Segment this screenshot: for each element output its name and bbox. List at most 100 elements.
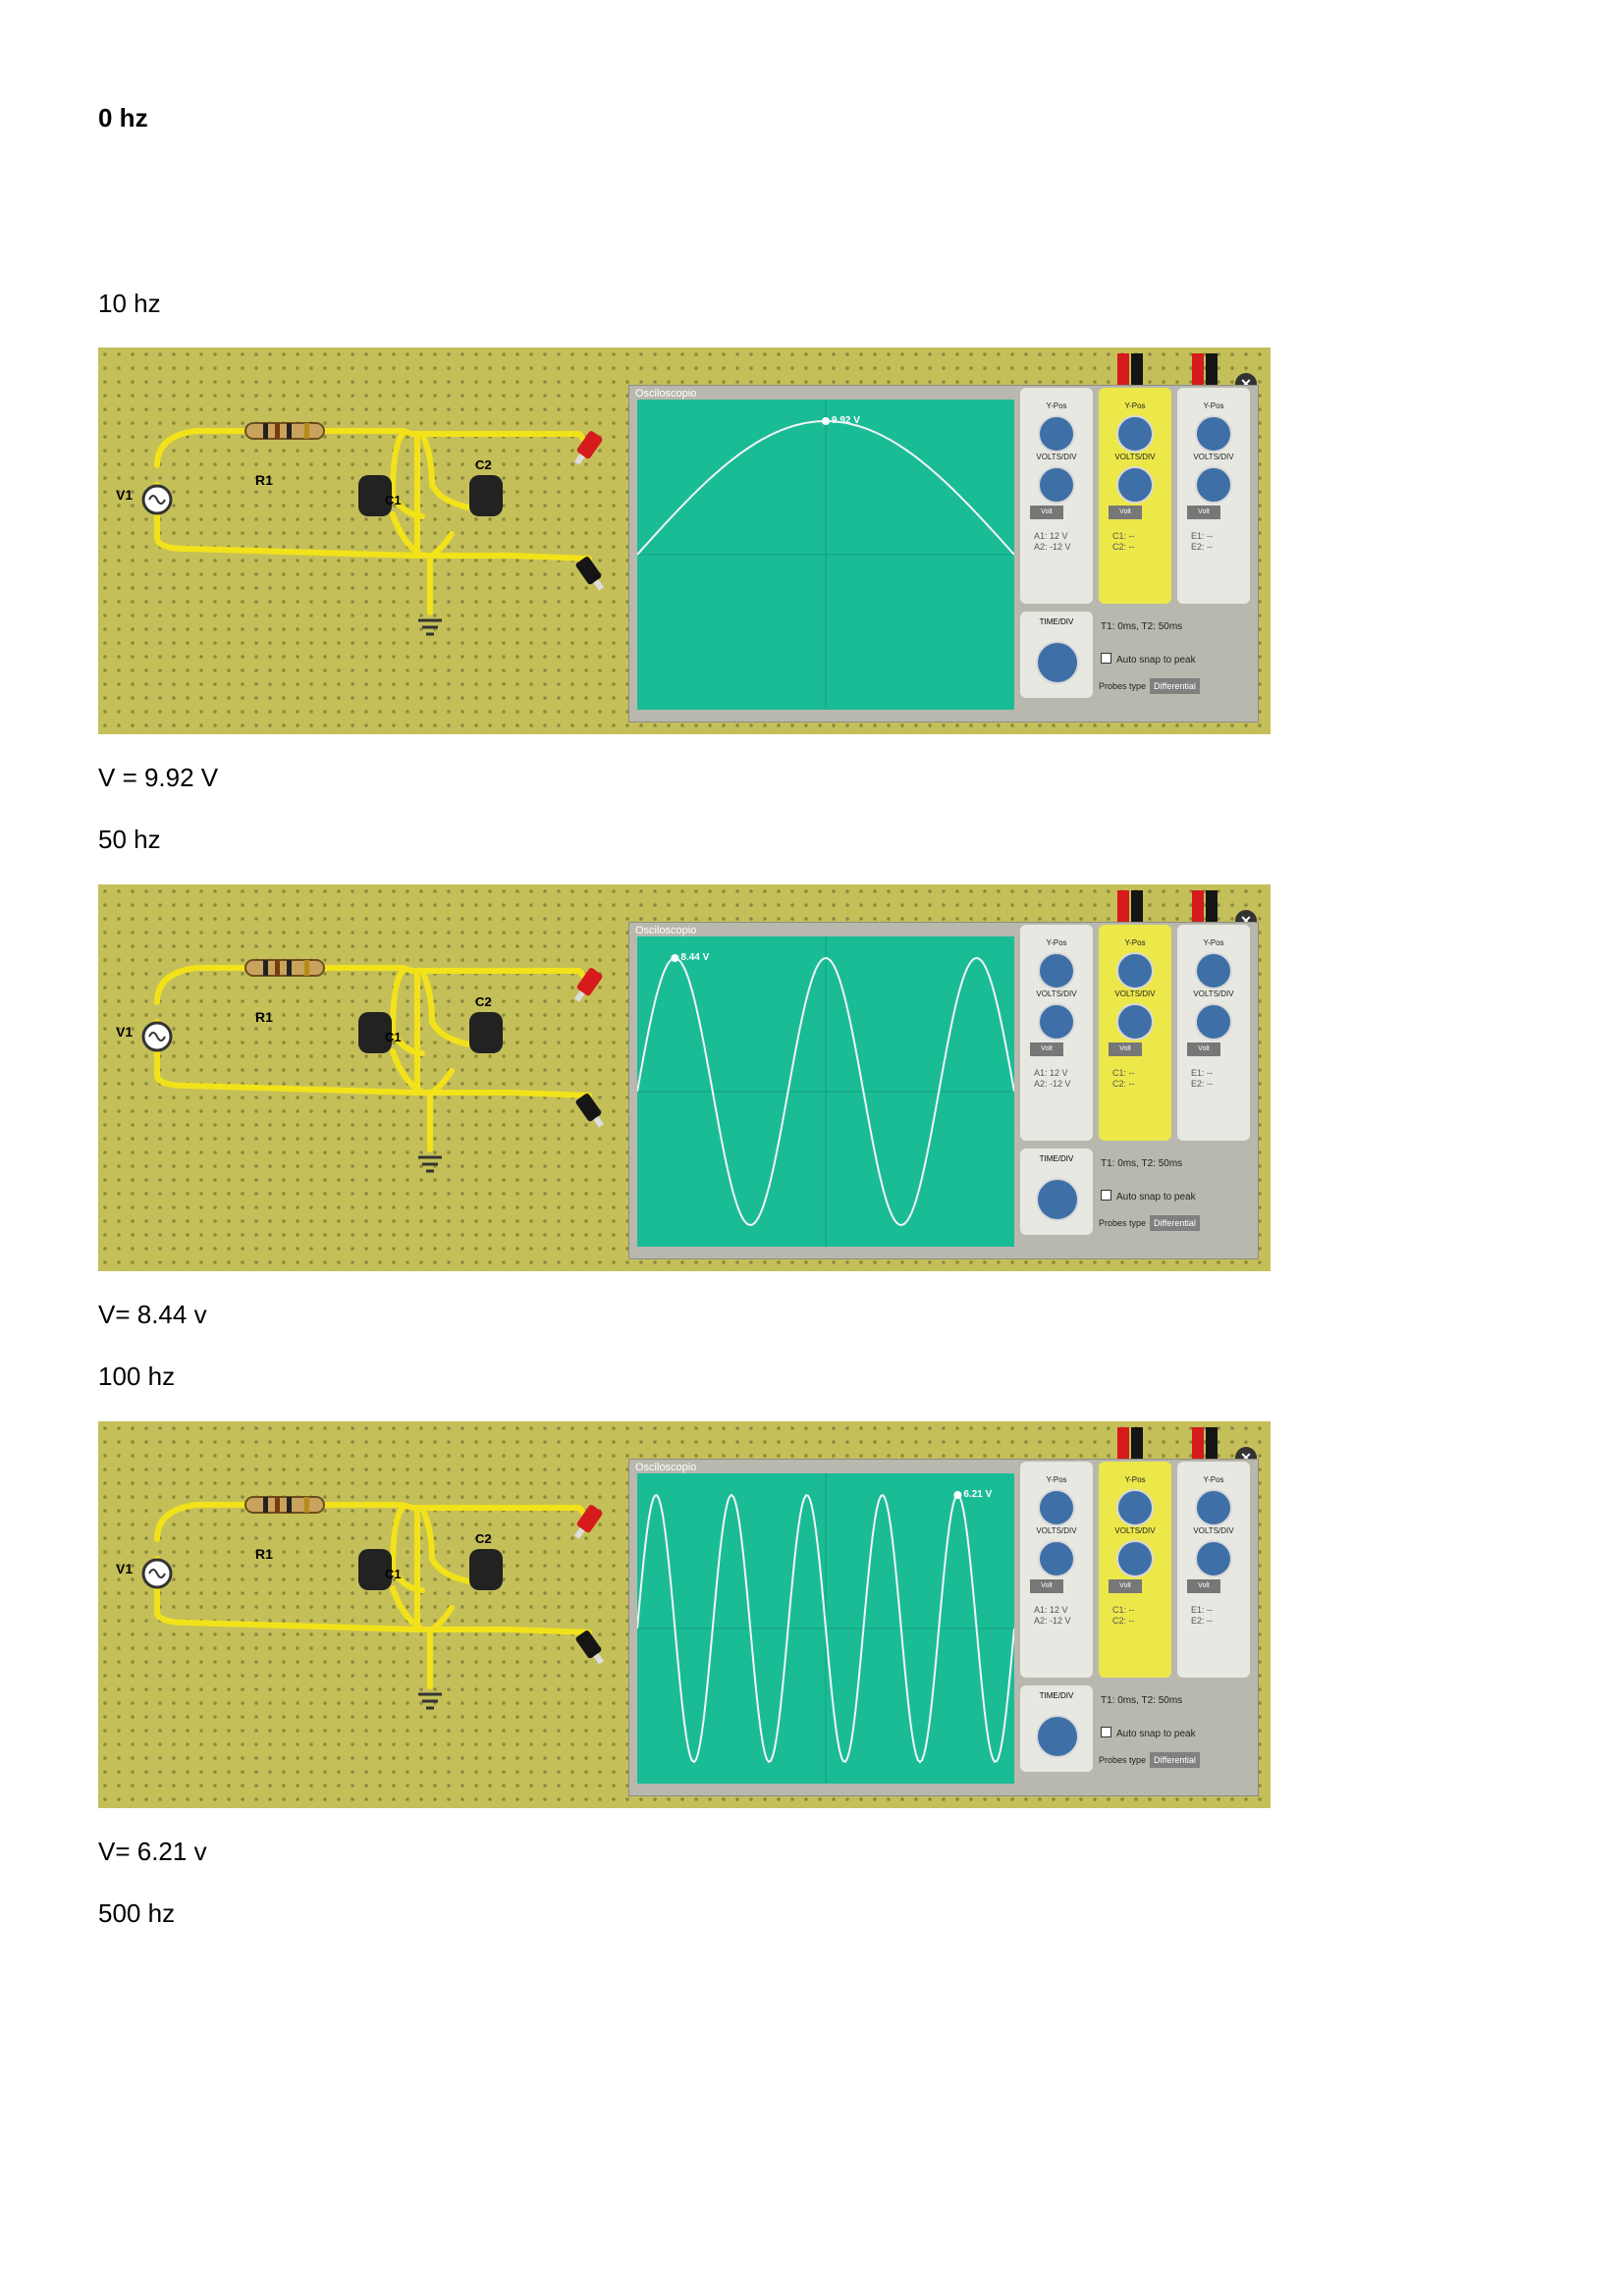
oscilloscope-title: Osciloscopio xyxy=(635,388,697,400)
volts-div-label: VOLTS/DIV xyxy=(1114,1526,1156,1535)
sine-trace xyxy=(637,956,1014,1226)
peak-label: 6.21 V xyxy=(963,1489,993,1500)
capacitor-c2-icon xyxy=(469,1549,503,1590)
capacitor-c1-icon xyxy=(358,475,392,516)
auto-snap-checkbox[interactable]: Auto snap to peak xyxy=(1101,653,1196,666)
ypos-knob[interactable] xyxy=(1116,1489,1154,1526)
svg-text:C1: C1 xyxy=(385,1030,402,1044)
ypos-knob[interactable] xyxy=(1116,415,1154,453)
probes-type[interactable]: Probes type Differential xyxy=(1099,678,1200,694)
heading-100hz: 100 hz xyxy=(98,1362,176,1391)
red-probe-icon xyxy=(573,431,603,465)
volts-div-knob[interactable] xyxy=(1195,1003,1232,1041)
ypos-knob[interactable] xyxy=(1116,952,1154,989)
unit-button[interactable]: Volt xyxy=(1109,1042,1142,1056)
cursor-times: T1: 0ms, T2: 50ms xyxy=(1101,1695,1183,1706)
ypos-knob[interactable] xyxy=(1195,1489,1232,1526)
unit-button[interactable]: Volt xyxy=(1187,506,1220,519)
ypos-label: Y-Pos xyxy=(1124,1475,1146,1484)
ypos-label: Y-Pos xyxy=(1203,938,1224,947)
waveform xyxy=(637,400,1014,710)
capacitor-c2-icon xyxy=(469,1012,503,1053)
ypos-knob[interactable] xyxy=(1038,415,1075,453)
unit-button[interactable]: Volt xyxy=(1187,1579,1220,1593)
channel-e: Y-Pos VOLTS/DIV Volt E1: -- E2: -- xyxy=(1177,1462,1250,1678)
oscilloscope-window[interactable]: Osciloscopio 9.92 V Y-Pos VOLTS/DIV Volt A1… xyxy=(628,385,1259,722)
ypos-label: Y-Pos xyxy=(1203,401,1224,410)
ypos-label: Y-Pos xyxy=(1124,938,1146,947)
svg-text:C2: C2 xyxy=(475,1531,492,1546)
channel-a: Y-Pos VOLTS/DIV Volt A1: 12 V A2: -12 V xyxy=(1020,1462,1093,1678)
waveform xyxy=(637,1473,1014,1784)
unit-button[interactable]: Volt xyxy=(1030,1579,1063,1593)
simulator-screenshot-10hz: V1 R1 C1 C2 xyxy=(98,347,1271,734)
volts-div-knob[interactable] xyxy=(1195,1540,1232,1577)
peak-marker xyxy=(671,954,679,962)
volts-div-label: VOLTS/DIV xyxy=(1114,989,1156,998)
unit-button[interactable]: Volt xyxy=(1030,506,1063,519)
peak-label: 9.92 V xyxy=(832,415,860,426)
time-div-knob[interactable] xyxy=(1036,1178,1079,1221)
probes-type[interactable]: Probes type Differential xyxy=(1099,1215,1200,1231)
volts-div-knob[interactable] xyxy=(1116,1003,1154,1041)
heading-0hz: 0 hz xyxy=(98,103,148,133)
auto-snap-checkbox[interactable]: Auto snap to peak xyxy=(1101,1727,1196,1739)
waveform xyxy=(637,936,1014,1247)
ypos-knob[interactable] xyxy=(1195,415,1232,453)
ypos-knob[interactable] xyxy=(1195,952,1232,989)
capacitor-c2-icon xyxy=(469,475,503,516)
auto-snap-checkbox[interactable]: Auto snap to peak xyxy=(1101,1190,1196,1202)
result-50hz: V= 8.44 v xyxy=(98,1300,207,1329)
ypos-label: Y-Pos xyxy=(1203,1475,1224,1484)
ypos-knob[interactable] xyxy=(1038,952,1075,989)
volts-div-label: VOLTS/DIV xyxy=(1193,989,1234,998)
volts-div-knob[interactable] xyxy=(1038,1540,1075,1577)
red-probe-icon xyxy=(573,1505,603,1539)
unit-button[interactable]: Volt xyxy=(1109,1579,1142,1593)
volts-div-knob[interactable] xyxy=(1116,1540,1154,1577)
oscilloscope-screen: 6.21 V xyxy=(637,1473,1014,1784)
black-probe-icon xyxy=(575,557,605,591)
oscilloscope-title: Osciloscopio xyxy=(635,1462,697,1473)
ypos-label: Y-Pos xyxy=(1046,401,1067,410)
channel-a: Y-Pos VOLTS/DIV Volt A1: 12 V A2: -12 V xyxy=(1020,388,1093,604)
heading-50hz: 50 hz xyxy=(98,825,161,854)
control-panel: Y-Pos VOLTS/DIV Volt A1: 12 V A2: -12 V Y-Po… xyxy=(1020,388,1250,702)
volts-div-knob[interactable] xyxy=(1038,1003,1075,1041)
oscilloscope-screen: 9.92 V xyxy=(637,400,1014,710)
time-div-control: TIME/DIV xyxy=(1020,1685,1093,1772)
channel-readout: C1: -- C2: -- xyxy=(1112,1068,1135,1089)
oscilloscope-window[interactable]: Osciloscopio 8.44 V Y-Pos VOLTS/DIV Volt A1… xyxy=(628,922,1259,1259)
ypos-label: Y-Pos xyxy=(1124,401,1146,410)
unit-button[interactable]: Volt xyxy=(1030,1042,1063,1056)
oscilloscope-window[interactable]: Osciloscopio 6.21 V Y-Pos VOLTS/DIV Volt A1… xyxy=(628,1459,1259,1796)
svg-text:C1: C1 xyxy=(385,493,402,507)
channel-readout: E1: -- E2: -- xyxy=(1191,1068,1214,1089)
svg-text:V1: V1 xyxy=(116,487,133,503)
probes-type[interactable]: Probes type Differential xyxy=(1099,1752,1200,1768)
unit-button[interactable]: Volt xyxy=(1109,506,1142,519)
time-div-control: TIME/DIV xyxy=(1020,612,1093,698)
volts-div-knob[interactable] xyxy=(1195,466,1232,504)
unit-button[interactable]: Volt xyxy=(1187,1042,1220,1056)
svg-text:V1: V1 xyxy=(116,1561,133,1576)
black-probe-icon xyxy=(575,1094,605,1128)
ground-icon xyxy=(418,1692,442,1710)
red-probe-icon xyxy=(573,968,603,1002)
channel-readout: C1: -- C2: -- xyxy=(1112,1605,1135,1626)
time-div-knob[interactable] xyxy=(1036,641,1079,684)
control-panel: Y-Pos VOLTS/DIV Volt A1: 12 V A2: -12 V Y-Po… xyxy=(1020,925,1250,1239)
channel-e: Y-Pos VOLTS/DIV Volt E1: -- E2: -- xyxy=(1177,388,1250,604)
ypos-knob[interactable] xyxy=(1038,1489,1075,1526)
capacitor-c1-icon xyxy=(358,1012,392,1053)
oscilloscope-screen: 8.44 V xyxy=(637,936,1014,1247)
time-div-knob[interactable] xyxy=(1036,1715,1079,1758)
time-div-control: TIME/DIV xyxy=(1020,1148,1093,1235)
scope-connectors xyxy=(1117,353,1218,387)
simulator-screenshot-100hz: V1 R1 C1 C2 xyxy=(98,1421,1271,1808)
volts-div-knob[interactable] xyxy=(1038,466,1075,504)
volts-div-knob[interactable] xyxy=(1116,466,1154,504)
channel-readout: A1: 12 V A2: -12 V xyxy=(1034,531,1071,552)
volts-div-label: VOLTS/DIV xyxy=(1114,453,1156,461)
channel-a: Y-Pos VOLTS/DIV Volt A1: 12 V A2: -12 V xyxy=(1020,925,1093,1141)
